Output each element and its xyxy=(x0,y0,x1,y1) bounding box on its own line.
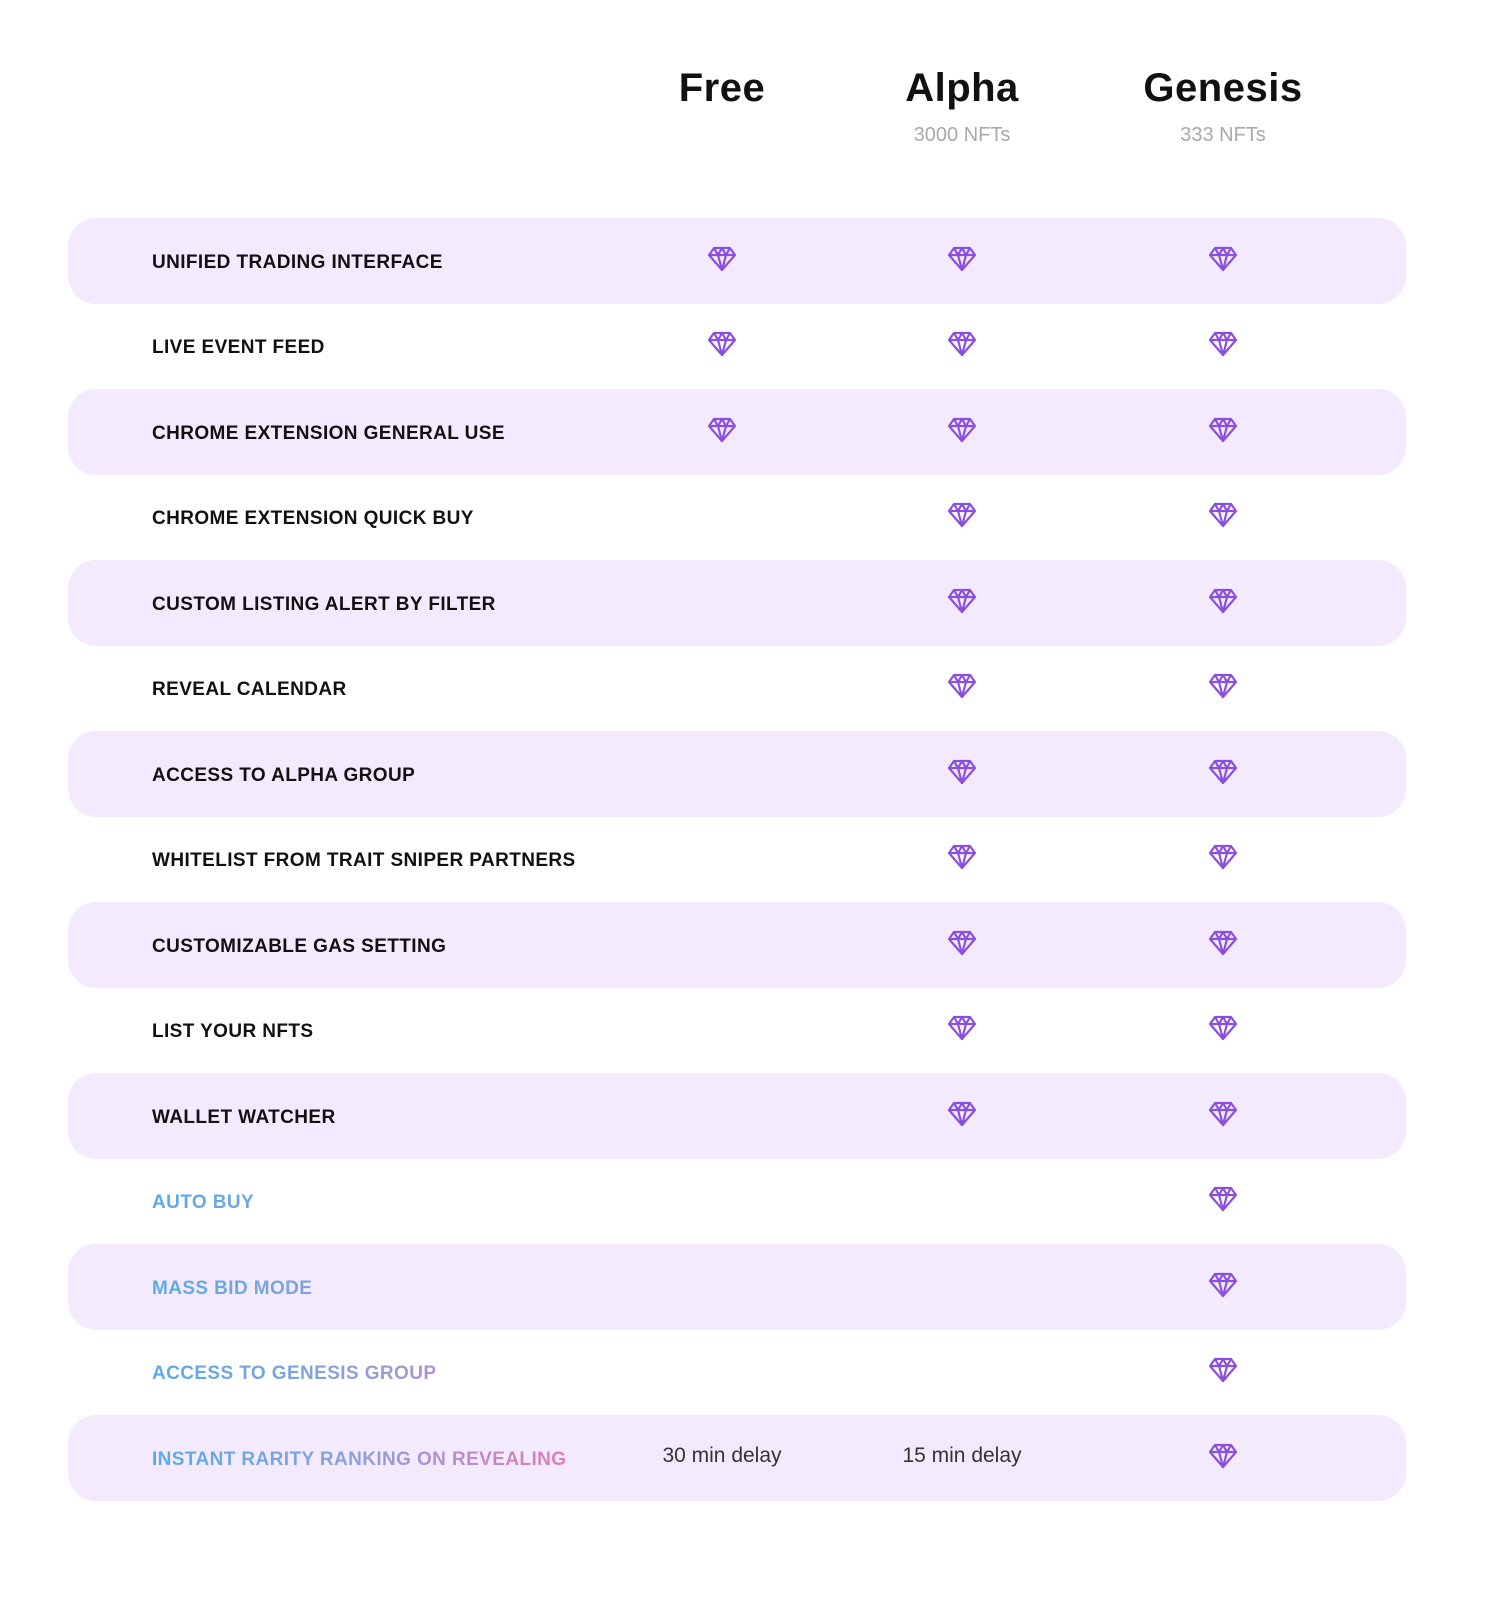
diamond-icon xyxy=(1103,304,1343,390)
feature-row: WALLET WATCHER xyxy=(68,1073,1406,1159)
feature-label: INSTANT RARITY RANKING ON REVEALING xyxy=(152,1415,566,1501)
plan-supply: 3000 NFTs xyxy=(913,124,1011,146)
empty-cell xyxy=(602,1330,842,1416)
feature-row: UNIFIED TRADING INTERFACE xyxy=(68,218,1406,304)
feature-row: REVEAL CALENDAR xyxy=(68,646,1406,732)
plan-name: Alpha xyxy=(905,66,1019,110)
feature-row: MASS BID MODE xyxy=(68,1244,1406,1330)
diamond-icon xyxy=(1103,646,1343,732)
feature-row: WHITELIST FROM TRAIT SNIPER PARTNERS xyxy=(68,817,1406,903)
diamond-icon xyxy=(842,560,1082,646)
plan-header-alpha: Alpha 3000 NFTs xyxy=(832,62,1092,147)
diamond-icon xyxy=(842,475,1082,561)
feature-label: REVEAL CALENDAR xyxy=(152,679,347,701)
diamond-icon xyxy=(1103,988,1343,1074)
feature-row: ACCESS TO ALPHA GROUP xyxy=(68,731,1406,817)
diamond-icon xyxy=(1103,389,1343,475)
plan-name: Genesis xyxy=(1143,66,1303,110)
diamond-icon xyxy=(602,389,842,475)
feature-label: CHROME EXTENSION GENERAL USE xyxy=(152,422,505,444)
diamond-icon xyxy=(842,389,1082,475)
diamond-icon xyxy=(842,1073,1082,1159)
feature-label: WALLET WATCHER xyxy=(152,1106,336,1128)
diamond-icon xyxy=(1103,560,1343,646)
empty-cell xyxy=(842,1330,1082,1416)
empty-cell xyxy=(602,475,842,561)
diamond-icon xyxy=(1103,1415,1343,1501)
feature-value: 15 min delay xyxy=(902,1443,1022,1467)
feature-value: 30 min delay xyxy=(662,1443,782,1467)
empty-cell xyxy=(602,731,842,817)
diamond-icon xyxy=(842,902,1082,988)
feature-label: UNIFIED TRADING INTERFACE xyxy=(152,251,443,273)
diamond-icon xyxy=(1103,817,1343,903)
empty-cell xyxy=(602,988,842,1074)
diamond-icon xyxy=(1103,731,1343,817)
diamond-icon xyxy=(1103,1244,1343,1330)
feature-label: CUSTOM LISTING ALERT BY FILTER xyxy=(152,593,496,615)
empty-cell xyxy=(602,1244,842,1330)
diamond-icon xyxy=(1103,1330,1343,1416)
feature-row: INSTANT RARITY RANKING ON REVEALING 30 mi… xyxy=(68,1415,1406,1501)
diamond-icon xyxy=(602,304,842,390)
empty-cell xyxy=(602,817,842,903)
feature-row: AUTO BUY xyxy=(68,1159,1406,1245)
feature-label: ACCESS TO GENESIS GROUP xyxy=(152,1330,436,1416)
plan-supply: 333 NFTs xyxy=(1180,124,1266,146)
plan-name: Free xyxy=(678,66,766,110)
feature-label: LIVE EVENT FEED xyxy=(152,337,325,359)
diamond-icon xyxy=(1103,218,1343,304)
empty-cell xyxy=(602,560,842,646)
feature-row: LIVE EVENT FEED xyxy=(68,304,1406,390)
feature-row: CHROME EXTENSION QUICK BUY xyxy=(68,475,1406,561)
feature-label: ACCESS TO ALPHA GROUP xyxy=(152,764,416,786)
feature-row: CUSTOM LISTING ALERT BY FILTER xyxy=(68,560,1406,646)
plan-header-free: Free xyxy=(592,62,852,114)
empty-cell xyxy=(842,1159,1082,1245)
feature-label: CUSTOMIZABLE GAS SETTING xyxy=(152,935,447,957)
diamond-icon xyxy=(1103,1159,1343,1245)
feature-comparison-table: UNIFIED TRADING INTERFACE LIVE EVENT FEED… xyxy=(68,218,1406,1501)
empty-cell xyxy=(602,1073,842,1159)
diamond-icon xyxy=(842,218,1082,304)
diamond-icon xyxy=(602,218,842,304)
diamond-icon xyxy=(1103,475,1343,561)
diamond-icon xyxy=(842,817,1082,903)
feature-row: ACCESS TO GENESIS GROUP xyxy=(68,1330,1406,1416)
diamond-icon xyxy=(842,731,1082,817)
diamond-icon xyxy=(1103,902,1343,988)
plan-header-genesis: Genesis 333 NFTs xyxy=(1093,62,1353,147)
empty-cell xyxy=(842,1244,1082,1330)
diamond-icon xyxy=(1103,1073,1343,1159)
feature-label: MASS BID MODE xyxy=(152,1244,312,1330)
diamond-icon xyxy=(842,304,1082,390)
feature-label: WHITELIST FROM TRAIT SNIPER PARTNERS xyxy=(152,850,576,872)
feature-label: CHROME EXTENSION QUICK BUY xyxy=(152,508,474,530)
feature-label: LIST YOUR NFTS xyxy=(152,1021,314,1043)
empty-cell xyxy=(602,1159,842,1245)
empty-cell xyxy=(602,902,842,988)
feature-row: CHROME EXTENSION GENERAL USE xyxy=(68,389,1406,475)
feature-label: AUTO BUY xyxy=(152,1159,254,1245)
diamond-icon xyxy=(842,646,1082,732)
feature-row: CUSTOMIZABLE GAS SETTING xyxy=(68,902,1406,988)
diamond-icon xyxy=(842,988,1082,1074)
empty-cell xyxy=(602,646,842,732)
feature-row: LIST YOUR NFTS xyxy=(68,988,1406,1074)
